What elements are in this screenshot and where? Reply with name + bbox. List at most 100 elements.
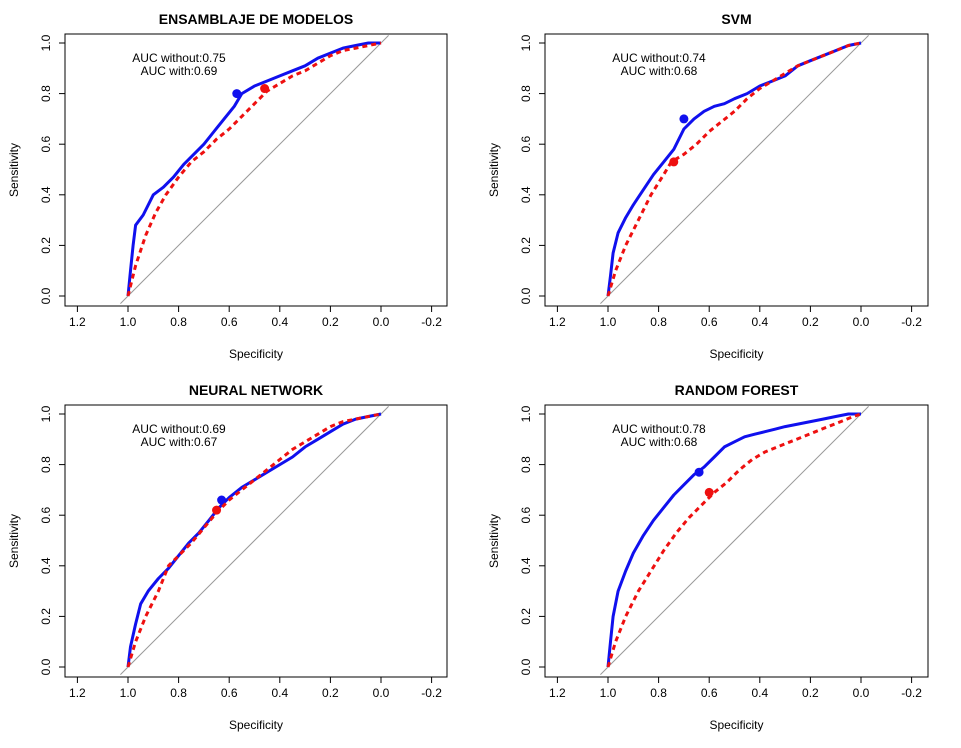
threshold-marker-without (217, 495, 227, 505)
x-tick-label: 0.8 (650, 686, 667, 700)
auc-with-label: AUC with:0.68 (621, 435, 698, 449)
diagonal-reference-line (120, 35, 389, 304)
y-tick-label: 0.6 (39, 507, 53, 524)
auc-without-label: AUC without:0.78 (612, 422, 706, 436)
y-tick-label: 0.0 (519, 658, 533, 675)
roc-curve-with (126, 41, 382, 297)
x-tick-label: 1.2 (549, 686, 566, 700)
chart-title: NEURAL NETWORK (189, 382, 323, 398)
x-tick-label: 0.8 (170, 686, 187, 700)
diagonal-reference-line (600, 406, 869, 675)
y-tick-label: 0.2 (39, 237, 53, 254)
x-tick-label: 1.0 (600, 686, 617, 700)
y-tick-label: 1.0 (519, 405, 533, 422)
x-tick-label: 1.0 (120, 315, 137, 329)
x-tick-label: -0.2 (421, 315, 442, 329)
x-tick-label: 0.2 (802, 315, 819, 329)
threshold-marker-without (232, 89, 242, 99)
chart-title: RANDOM FOREST (675, 382, 799, 398)
auc-with-label: AUC with:0.69 (141, 64, 218, 78)
y-tick-label: 0.6 (39, 136, 53, 153)
chart-title: ENSAMBLAJE DE MODELOS (159, 11, 353, 27)
y-tick-label: 0.4 (519, 186, 533, 203)
x-tick-label: 1.2 (549, 315, 566, 329)
roc-curve-with (606, 41, 862, 297)
x-tick-label: -0.2 (421, 686, 442, 700)
roc-panel-4: RANDOM FOREST 1.2 1.0 0.8 0.6 0.4 0.2 0.0 -0.2 0.… (487, 382, 929, 732)
x-tick-label: 0.6 (701, 686, 718, 700)
y-axis-label: Sensitivity (487, 143, 501, 197)
diagonal-reference-line (120, 406, 389, 675)
roc-panel-1: ENSAMBLAJE DE MODELOS 1.2 1.0 0.8 0.6 0.4 0.2 0… (7, 11, 448, 361)
y-axis-label: Sensitivity (487, 514, 501, 568)
y-tick-label: 0.0 (39, 658, 53, 675)
plot-frame (64, 33, 448, 307)
x-tick-label: 0.6 (221, 686, 238, 700)
x-tick-label: 0.8 (650, 315, 667, 329)
y-tick-label: 0.4 (39, 186, 53, 203)
roc-panel-2: SVM 1.2 1.0 0.8 0.6 0.4 0.2 0.0 -0.2 0.0 0.2 0.4 0.6… (487, 11, 929, 361)
x-axis-label: Specificity (229, 347, 283, 361)
x-tick-label: 0.0 (853, 686, 870, 700)
roc-curve-with (606, 412, 862, 668)
threshold-marker-without (694, 467, 704, 477)
threshold-marker-with (704, 487, 714, 497)
x-tick-label: 0.8 (170, 315, 187, 329)
x-tick-label: 1.2 (69, 686, 86, 700)
x-tick-label: 0.2 (802, 686, 819, 700)
x-tick-label: 0.2 (322, 315, 339, 329)
y-tick-label: 0.2 (519, 608, 533, 625)
auc-with-label: AUC with:0.67 (141, 435, 218, 449)
x-axis-label: Specificity (709, 718, 763, 732)
plot-frame (544, 404, 929, 678)
x-tick-label: 0.4 (751, 315, 768, 329)
x-tick-label: 0.4 (271, 686, 288, 700)
x-tick-label: 0.6 (701, 315, 718, 329)
auc-without-label: AUC without:0.75 (132, 51, 226, 65)
plot-frame (544, 33, 929, 307)
x-tick-label: 0.0 (373, 686, 390, 700)
threshold-marker-with (669, 157, 679, 167)
auc-without-label: AUC without:0.74 (612, 51, 706, 65)
y-tick-label: 0.8 (39, 85, 53, 102)
x-axis-label: Specificity (229, 718, 283, 732)
x-tick-label: 1.0 (600, 315, 617, 329)
y-axis-label: Sensitivity (7, 143, 21, 197)
x-tick-label: -0.2 (901, 686, 922, 700)
x-axis-label: Specificity (709, 347, 763, 361)
threshold-marker-with (212, 505, 222, 515)
y-tick-label: 0.0 (519, 287, 533, 304)
y-tick-label: 0.8 (519, 456, 533, 473)
x-tick-label: 1.0 (120, 686, 137, 700)
roc-curve-without (126, 412, 382, 668)
roc-curve-without (126, 41, 381, 297)
y-tick-label: 0.0 (39, 287, 53, 304)
roc-panel-3: NEURAL NETWORK 1.2 1.0 0.8 0.6 0.4 0.2 0.0 -0.2 0… (7, 382, 448, 732)
x-tick-label: 0.2 (322, 686, 339, 700)
y-tick-label: 1.0 (39, 405, 53, 422)
x-tick-label: 0.0 (853, 315, 870, 329)
diagonal-reference-line (600, 35, 869, 304)
y-tick-label: 0.2 (519, 237, 533, 254)
roc-curve-without (606, 412, 861, 668)
threshold-marker-with (260, 84, 270, 94)
threshold-marker-without (679, 114, 689, 124)
x-tick-label: 0.0 (373, 315, 390, 329)
x-tick-label: 0.6 (221, 315, 238, 329)
y-tick-label: 0.8 (519, 85, 533, 102)
x-tick-label: 1.2 (69, 315, 86, 329)
y-tick-label: 0.4 (39, 557, 53, 574)
y-tick-label: 0.6 (519, 507, 533, 524)
plot-frame (64, 404, 448, 678)
y-tick-label: 0.6 (519, 136, 533, 153)
y-axis-label: Sensitivity (7, 514, 21, 568)
x-tick-label: 0.4 (751, 686, 768, 700)
y-tick-label: 0.2 (39, 608, 53, 625)
auc-without-label: AUC without:0.69 (132, 422, 226, 436)
chart-title: SVM (721, 11, 751, 27)
auc-with-label: AUC with:0.68 (621, 64, 698, 78)
y-tick-label: 0.8 (39, 456, 53, 473)
y-tick-label: 1.0 (39, 34, 53, 51)
x-tick-label: 0.4 (271, 315, 288, 329)
